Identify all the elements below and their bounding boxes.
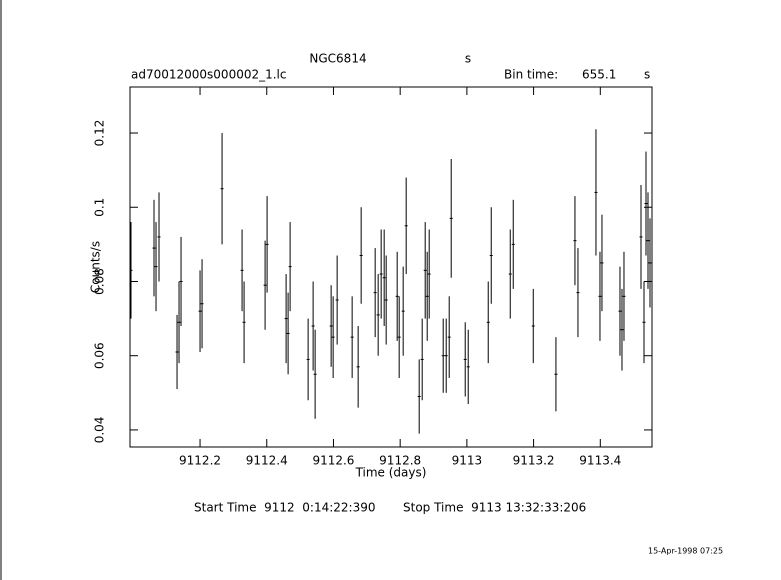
bin-unit: s <box>644 68 650 82</box>
timestamp: 15-Apr-1998 07:25 <box>648 547 723 556</box>
y-tick-label: 0.04 <box>93 417 107 444</box>
bin-value: 655.1 <box>582 68 616 82</box>
x-tick-label: 9112.4 <box>246 454 288 468</box>
y-tick-label: 0.1 <box>93 198 107 217</box>
y-tick-label: 0.06 <box>93 342 107 369</box>
chart-title: NGC6814 <box>309 52 366 66</box>
x-tick-label: 9112.8 <box>379 454 421 468</box>
y-axis-title: Counts/s <box>89 241 103 293</box>
start-time: Start Time 9112 0:14:22:390 <box>194 501 376 515</box>
bin-label: Bin time: <box>504 68 558 82</box>
file-name: ad70012000s000002_1.lc <box>131 68 287 82</box>
x-tick-label: 9112.2 <box>179 454 221 468</box>
plot-frame <box>129 86 653 448</box>
x-tick-label: 9113 <box>452 454 483 468</box>
y-tick-label: 0.12 <box>93 120 107 147</box>
y-tick-label: 0.08 <box>93 268 107 295</box>
stop-time: Stop Time 9113 13:32:33:206 <box>403 501 586 515</box>
x-tick-label: 9113.4 <box>579 454 621 468</box>
x-tick-label: 9112.6 <box>312 454 354 468</box>
x-tick-label: 9113.2 <box>513 454 555 468</box>
title-unit: s <box>465 52 471 66</box>
x-axis-title: Time (days) <box>355 466 427 480</box>
